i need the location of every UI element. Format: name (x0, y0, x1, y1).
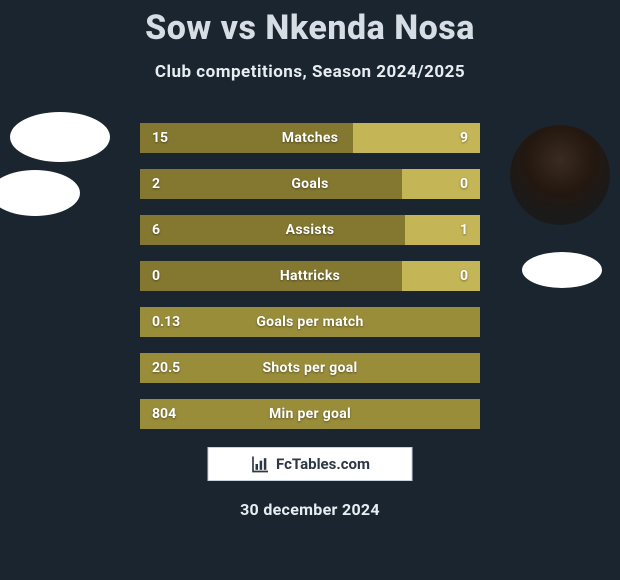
stat-row: 2 Goals 0 (140, 169, 480, 199)
stat-label: Shots per goal (262, 360, 357, 376)
stat-row: 20.5 Shots per goal (140, 353, 480, 383)
subtitle: Club competitions, Season 2024/2025 (0, 62, 620, 82)
stat-left-value: 804 (152, 406, 176, 422)
stat-left-value: 0 (152, 268, 160, 284)
stat-right-value: 9 (460, 130, 468, 146)
stat-right-value: 1 (460, 222, 468, 238)
stat-left-value: 15 (152, 130, 168, 146)
stat-row: 6 Assists 1 (140, 215, 480, 245)
brand-badge[interactable]: FcTables.com (208, 447, 413, 481)
stat-left-value: 6 (152, 222, 160, 238)
stat-row: 15 Matches 9 (140, 123, 480, 153)
brand-text: FcTables.com (276, 455, 370, 473)
stat-label: Hattricks (280, 268, 340, 284)
stat-row: 804 Min per goal (140, 399, 480, 429)
stat-label: Min per goal (269, 406, 351, 422)
stat-row: 0.13 Goals per match (140, 307, 480, 337)
stat-right-value: 0 (460, 268, 468, 284)
stat-label: Goals (291, 176, 328, 192)
player-right-avatar (510, 125, 610, 225)
stat-left-value: 20.5 (152, 360, 180, 376)
player-right-flag (522, 252, 602, 288)
page-title: Sow vs Nkenda Nosa (0, 0, 620, 48)
stat-row: 0 Hattricks 0 (140, 261, 480, 291)
player-left-avatar (10, 110, 110, 210)
placeholder-oval (10, 112, 110, 162)
comparison-bars: 15 Matches 9 2 Goals 0 6 Assists 1 0 Hattricks 0 0.1… (140, 123, 480, 445)
chart-icon (250, 454, 270, 474)
stat-left-value: 2 (152, 176, 160, 192)
stat-left-value: 0.13 (152, 314, 180, 330)
stat-label: Matches (282, 130, 338, 146)
stat-right-value: 0 (460, 176, 468, 192)
stat-label: Goals per match (256, 314, 363, 330)
date-text: 30 december 2024 (0, 500, 620, 519)
placeholder-oval (0, 170, 80, 216)
stat-label: Assists (286, 222, 335, 238)
